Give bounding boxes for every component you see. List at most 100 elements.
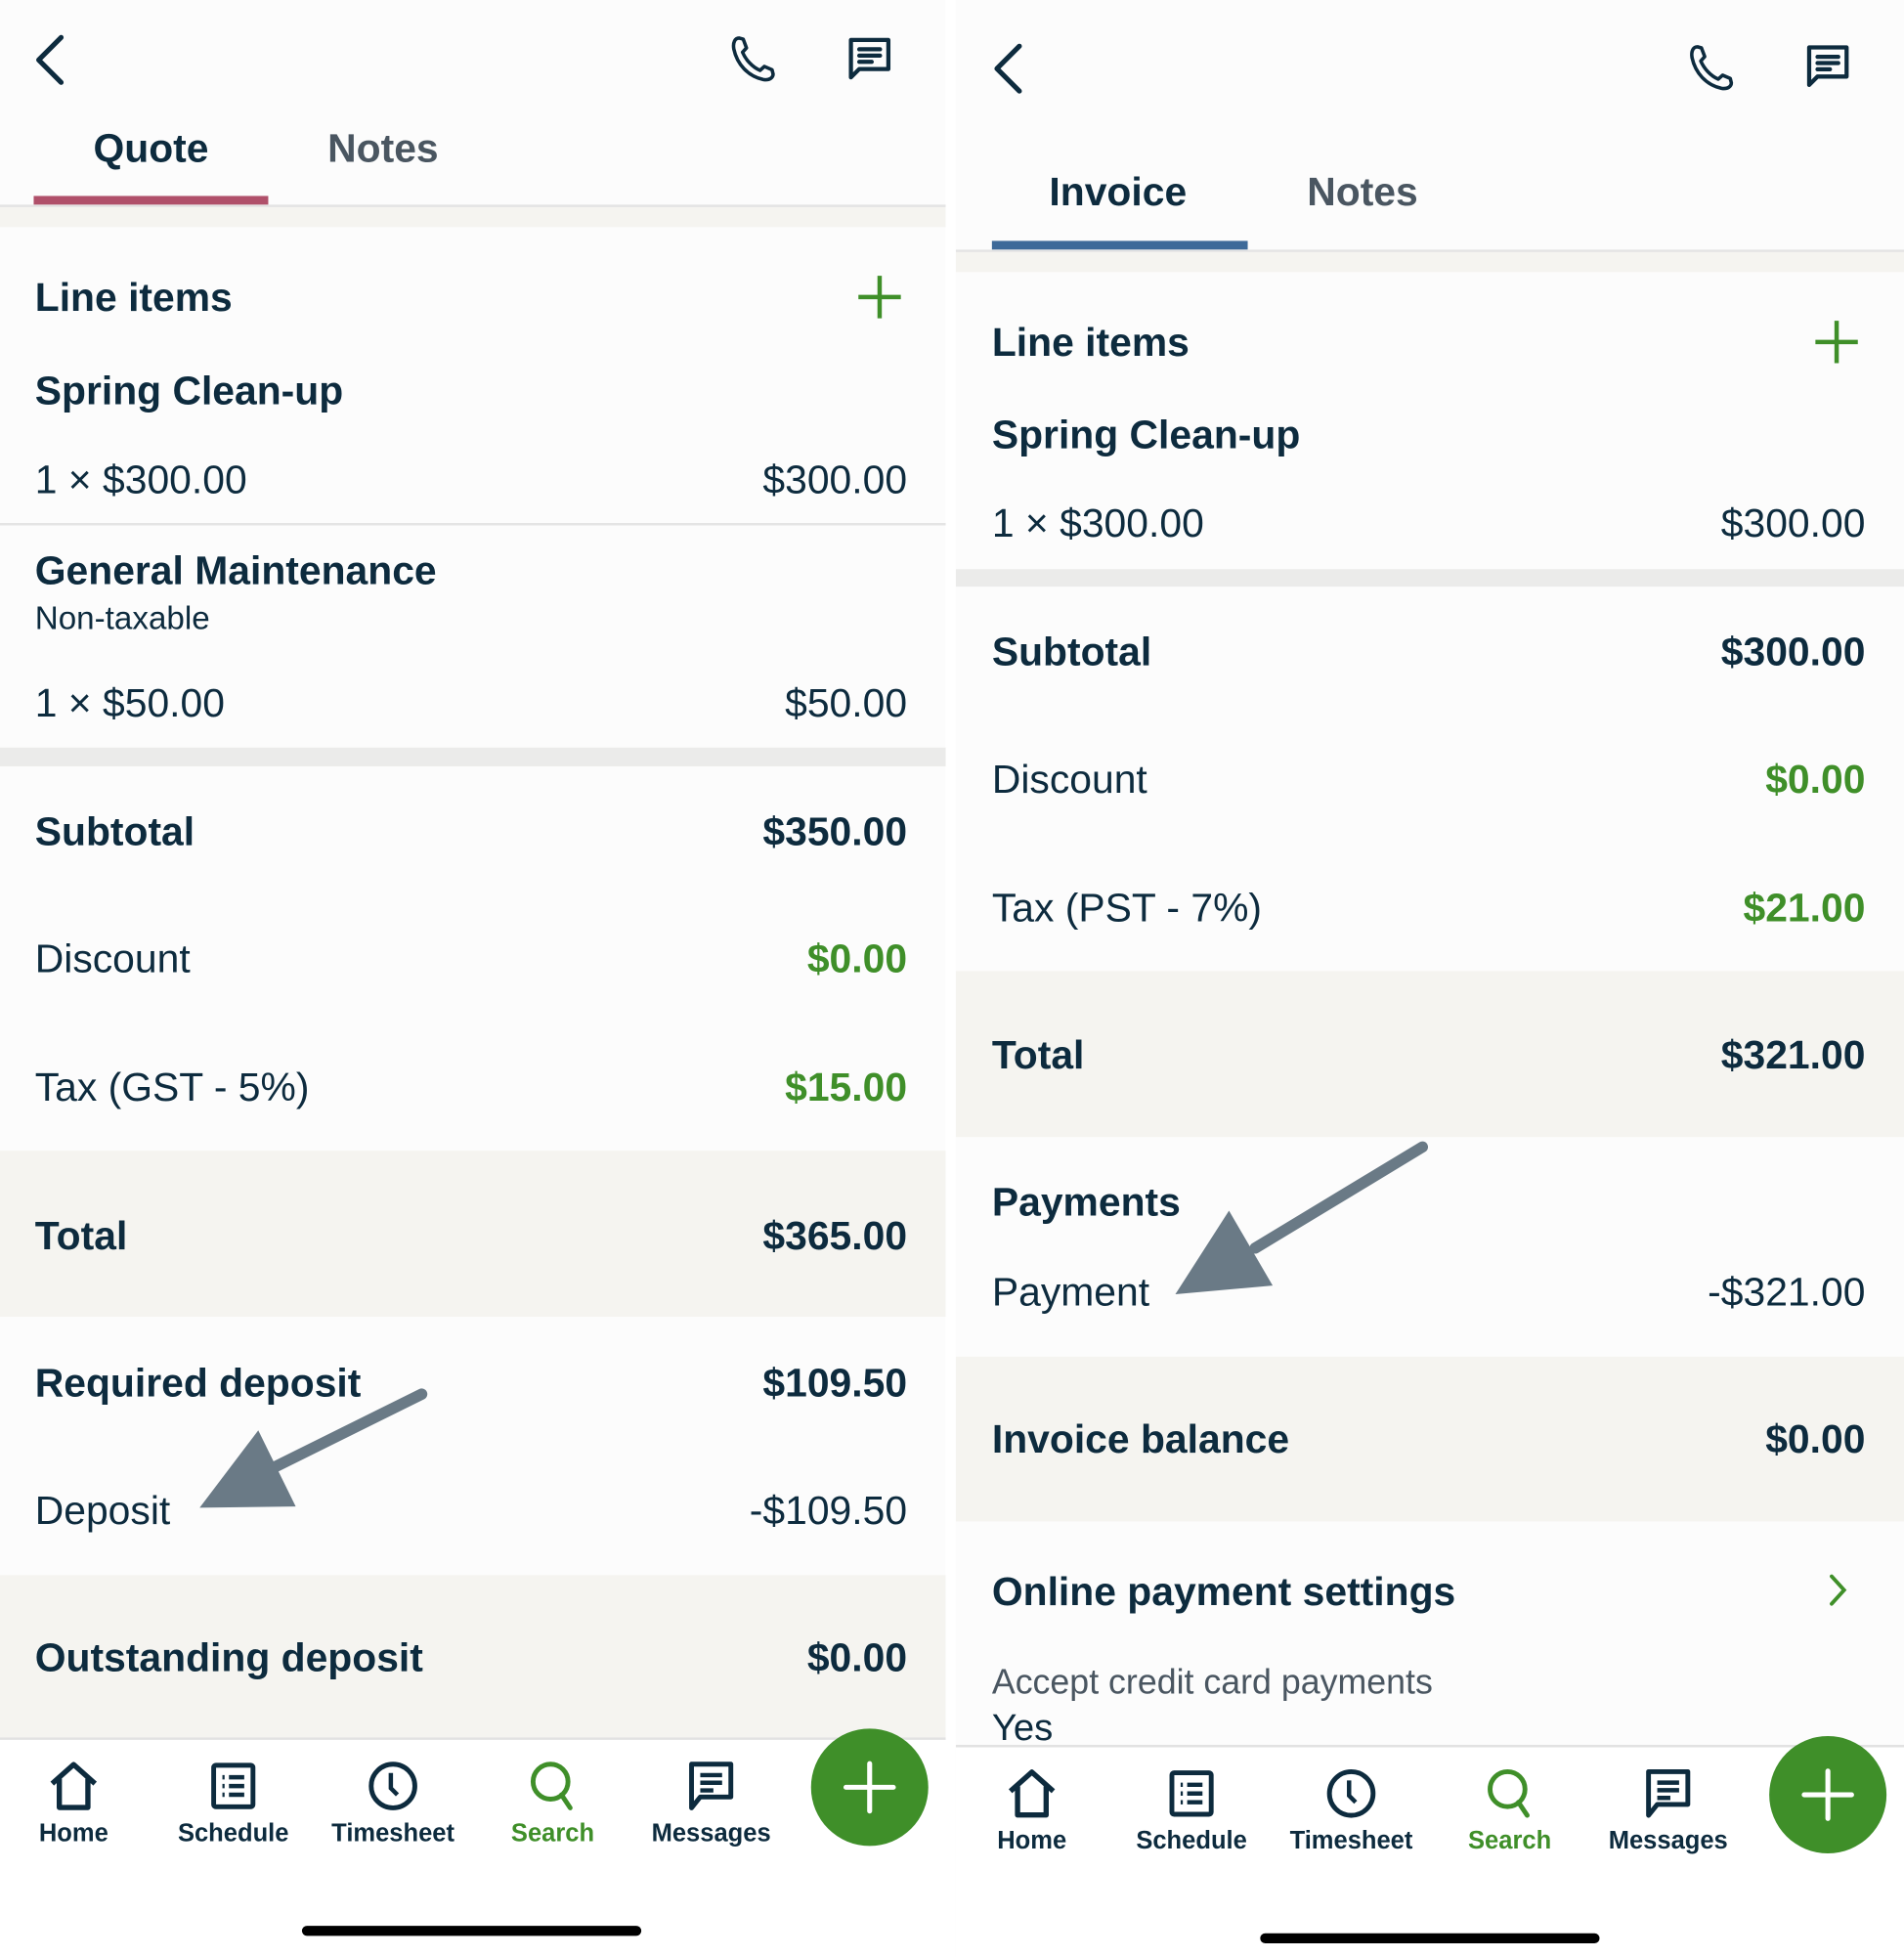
clock-icon bbox=[1326, 1768, 1376, 1818]
home-icon bbox=[1008, 1769, 1056, 1818]
back-chevron-icon[interactable] bbox=[989, 41, 1026, 96]
active-tab-indicator bbox=[33, 196, 269, 205]
tax-value[interactable]: $21.00 bbox=[1743, 885, 1866, 931]
tab-notes[interactable]: Notes bbox=[327, 125, 439, 171]
online-payment-settings-label: Online payment settings bbox=[991, 1568, 1456, 1614]
required-deposit-label: Required deposit bbox=[34, 1360, 362, 1406]
add-line-item-plus-icon[interactable] bbox=[1813, 319, 1861, 367]
discount-label: Discount bbox=[34, 935, 191, 981]
line-item-note: Non-taxable bbox=[34, 598, 210, 637]
accept-credit-card-label: Accept credit card payments bbox=[991, 1662, 1433, 1702]
search-icon bbox=[530, 1761, 573, 1810]
nav-search[interactable]: Search bbox=[478, 1760, 627, 1848]
nav-home[interactable]: Home bbox=[957, 1767, 1106, 1856]
messages-icon bbox=[1646, 1768, 1691, 1818]
line-item-name: Spring Clean-up bbox=[991, 412, 1301, 457]
total-row bbox=[955, 971, 1904, 1138]
line-item-total: $300.00 bbox=[1720, 500, 1866, 545]
nav-label: Timesheet bbox=[331, 1819, 455, 1848]
nav-label: Schedule bbox=[177, 1819, 289, 1848]
nav-messages[interactable]: Messages bbox=[1593, 1767, 1743, 1856]
nav-timesheet[interactable]: Timesheet bbox=[1277, 1767, 1426, 1856]
accept-credit-card-value: Yes bbox=[991, 1707, 1054, 1749]
line-item-name: General Maintenance bbox=[34, 547, 437, 593]
message-icon[interactable] bbox=[1803, 41, 1853, 91]
discount-value[interactable]: $0.00 bbox=[806, 935, 908, 981]
total-label: Total bbox=[34, 1213, 128, 1259]
required-deposit-value: $109.50 bbox=[762, 1360, 908, 1406]
tax-label: Tax (GST - 5%) bbox=[34, 1065, 310, 1110]
tab-notes[interactable]: Notes bbox=[1307, 169, 1418, 214]
invoice-balance-row bbox=[955, 1356, 1904, 1522]
nav-messages[interactable]: Messages bbox=[636, 1760, 786, 1848]
nav-schedule[interactable]: Schedule bbox=[158, 1760, 308, 1848]
add-line-item-plus-icon[interactable] bbox=[856, 274, 904, 322]
subtotal-label: Subtotal bbox=[34, 808, 195, 854]
nav-label: Home bbox=[997, 1827, 1067, 1855]
line-item-name: Spring Clean-up bbox=[34, 368, 344, 413]
phone-icon[interactable] bbox=[726, 33, 779, 86]
subtotal-label: Subtotal bbox=[991, 629, 1152, 674]
plus-icon bbox=[1801, 1768, 1854, 1821]
invoice-screen: Invoice Notes Line items Spring Clean-up… bbox=[955, 0, 1904, 1957]
tab-invoice[interactable]: Invoice bbox=[1049, 169, 1188, 214]
nav-label: Messages bbox=[651, 1819, 771, 1848]
line-item-qty-price: 1 × $300.00 bbox=[991, 500, 1204, 545]
line-item-total: $50.00 bbox=[785, 679, 908, 725]
home-indicator bbox=[1260, 1933, 1600, 1943]
plus-icon bbox=[843, 1761, 896, 1814]
subtotal-value: $300.00 bbox=[1720, 629, 1866, 674]
payment-value[interactable]: -$321.00 bbox=[1708, 1269, 1866, 1315]
nav-label: Timesheet bbox=[1289, 1827, 1413, 1855]
schedule-icon bbox=[1169, 1770, 1214, 1817]
total-value: $321.00 bbox=[1720, 1031, 1866, 1077]
bottom-nav: Home Schedule Timesheet Search Messages bbox=[955, 1744, 1904, 1957]
nav-label: Search bbox=[510, 1819, 595, 1848]
line-item-total: $300.00 bbox=[762, 457, 908, 502]
add-fab-button[interactable] bbox=[1769, 1736, 1887, 1854]
nav-home[interactable]: Home bbox=[0, 1760, 149, 1848]
active-tab-indicator bbox=[991, 240, 1248, 250]
home-icon bbox=[50, 1761, 98, 1810]
chevron-right-icon[interactable] bbox=[1826, 1571, 1851, 1608]
home-indicator bbox=[301, 1926, 642, 1936]
message-icon[interactable] bbox=[844, 33, 894, 83]
payments-title: Payments bbox=[991, 1179, 1181, 1225]
line-items-title: Line items bbox=[34, 274, 233, 320]
phone-icon[interactable] bbox=[1684, 42, 1737, 95]
nav-search[interactable]: Search bbox=[1435, 1767, 1584, 1856]
clock-icon bbox=[368, 1761, 417, 1810]
quote-screen: Quote Notes Line items Spring Clean-up 1… bbox=[0, 0, 946, 1957]
divider bbox=[0, 522, 946, 526]
discount-label: Discount bbox=[991, 756, 1147, 802]
section-separator bbox=[955, 569, 1904, 587]
subtotal-value: $350.00 bbox=[762, 808, 908, 854]
discount-value[interactable]: $0.00 bbox=[1765, 756, 1866, 802]
tab-quote[interactable]: Quote bbox=[93, 125, 209, 171]
nav-label: Home bbox=[38, 1819, 108, 1848]
nav-schedule[interactable]: Schedule bbox=[1117, 1767, 1267, 1856]
total-row bbox=[0, 1151, 946, 1318]
line-item-qty-price: 1 × $300.00 bbox=[34, 457, 247, 502]
nav-label: Messages bbox=[1608, 1827, 1728, 1855]
outstanding-deposit-value: $0.00 bbox=[806, 1634, 908, 1680]
outstanding-deposit-row bbox=[0, 1575, 946, 1738]
tax-value[interactable]: $15.00 bbox=[785, 1065, 908, 1110]
messages-icon bbox=[689, 1761, 734, 1810]
nav-label: Schedule bbox=[1136, 1827, 1247, 1855]
deposit-label[interactable]: Deposit bbox=[34, 1487, 171, 1533]
back-chevron-icon[interactable] bbox=[31, 32, 68, 87]
tax-label: Tax (PST - 7%) bbox=[991, 885, 1263, 931]
nav-timesheet[interactable]: Timesheet bbox=[319, 1760, 468, 1848]
outstanding-deposit-label: Outstanding deposit bbox=[34, 1634, 423, 1680]
divider bbox=[955, 249, 1904, 252]
schedule-icon bbox=[211, 1762, 256, 1809]
invoice-balance-value: $0.00 bbox=[1765, 1416, 1866, 1462]
invoice-balance-label: Invoice balance bbox=[991, 1416, 1290, 1462]
payment-label[interactable]: Payment bbox=[991, 1269, 1150, 1315]
add-fab-button[interactable] bbox=[810, 1728, 929, 1847]
section-separator bbox=[0, 747, 946, 766]
deposit-value[interactable]: -$109.50 bbox=[749, 1487, 908, 1533]
section-separator bbox=[0, 206, 946, 228]
line-items-title: Line items bbox=[991, 319, 1190, 365]
